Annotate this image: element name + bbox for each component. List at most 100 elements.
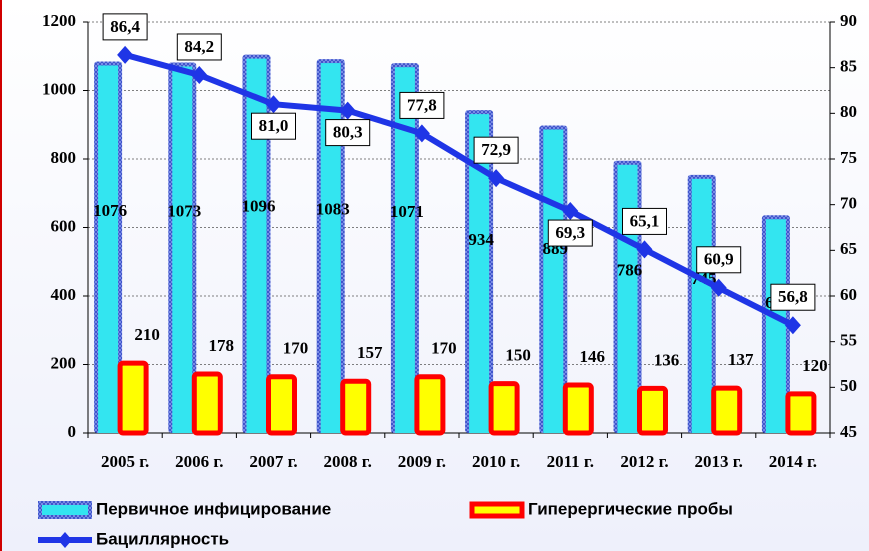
bar [266,374,297,436]
data-label: 150 [505,346,531,365]
marker [636,240,653,259]
data-label: 178 [209,336,235,355]
y-tick-label: 600 [51,216,77,235]
marker [191,65,208,84]
marker [784,316,801,335]
y-tick-label: 800 [51,148,77,167]
data-label: 146 [580,347,606,366]
data-label: 84,2 [184,37,214,56]
data-label: 81,0 [259,116,289,135]
y-tick-label: 1200 [42,11,76,30]
legend-swatch-fill [42,505,88,515]
label-box [251,112,296,140]
label-box [102,13,148,41]
x-tick-label: 2006 г. [175,452,223,471]
y2-tick-label: 75 [840,148,857,167]
data-label: 77,8 [407,95,437,114]
y2-tick-label: 45 [840,422,857,441]
y-tick-label: 0 [68,422,77,441]
data-label: 80,3 [333,122,363,141]
label-box [325,119,371,147]
data-label: 210 [134,325,160,344]
y-tick-label: 1000 [42,79,76,98]
legend-label: Бациллярность [96,529,229,548]
data-label: 136 [654,350,680,369]
label-box [399,91,445,119]
data-label: 86,4 [110,17,140,36]
bar-fill [765,219,786,433]
y-tick-label: 200 [51,353,77,372]
marker [117,45,134,64]
bar [191,371,223,436]
legend-marker [58,532,72,548]
legend-swatch [469,501,525,519]
bar-fill [469,114,490,433]
x-tick-label: 2010 г. [472,452,520,471]
data-label: 60,9 [704,250,734,269]
data-label: 56,8 [778,287,808,306]
data-label: 72,9 [481,140,511,159]
marker [413,124,430,143]
label-box [473,136,519,164]
line [124,51,795,328]
x-tick-label: 2009 г. [398,452,446,471]
marker [339,101,356,120]
y2-tick-label: 60 [840,285,857,304]
marker [488,169,505,188]
data-label: 1071 [390,202,424,221]
y2-tick-label: 80 [840,102,857,121]
bar-fill [246,58,267,434]
data-label: 170 [431,339,457,358]
bar [340,378,372,436]
x-tick-label: 2011 г. [547,452,594,471]
data-label: 1083 [316,199,350,218]
x-tick-label: 2005 г. [101,452,149,471]
x-tick-label: 2014 г. [769,452,817,471]
data-label: 170 [283,339,309,358]
data-label: 120 [802,356,828,375]
y2-tick-label: 85 [840,57,857,76]
data-label: 1076 [93,201,127,220]
x-tick-label: 2012 г. [620,452,668,471]
label-box [176,33,222,61]
bar-fill [172,66,193,433]
bar [562,382,594,436]
label-box [547,219,593,247]
legend-label: Первичное инфицирование [96,499,331,518]
data-label: 65,1 [630,211,660,230]
y2-tick-label: 90 [840,11,857,30]
bar [637,385,668,436]
data-label: 1073 [167,201,201,220]
data-label: 69,3 [555,223,585,242]
data-label: 137 [728,350,754,369]
bar [711,385,743,436]
label-box [696,246,742,274]
data-label: 157 [357,343,383,362]
marker [265,95,282,114]
x-tick-label: 2007 г. [249,452,297,471]
marker [710,278,727,297]
bar-fill [543,129,564,433]
x-tick-label: 2008 г. [324,452,372,471]
x-tick-label: 2013 г. [695,452,743,471]
bar-fill [691,178,712,433]
bar-fill [320,63,341,433]
y2-tick-label: 65 [840,239,857,258]
data-label: 934 [468,230,494,249]
bar-fill [617,164,638,434]
label-box [622,207,667,235]
label-box [770,283,816,311]
y2-tick-label: 70 [840,194,857,213]
bar [117,360,149,436]
data-label: 1096 [242,197,276,216]
bar [785,391,817,436]
legend-label: Гиперергические пробы [528,499,733,518]
bar [488,381,520,436]
y2-tick-label: 50 [840,376,857,395]
y-tick-label: 400 [51,285,77,304]
data-label: 786 [617,260,643,279]
bar [414,374,446,436]
bar-fill [394,67,415,434]
marker [562,202,579,221]
